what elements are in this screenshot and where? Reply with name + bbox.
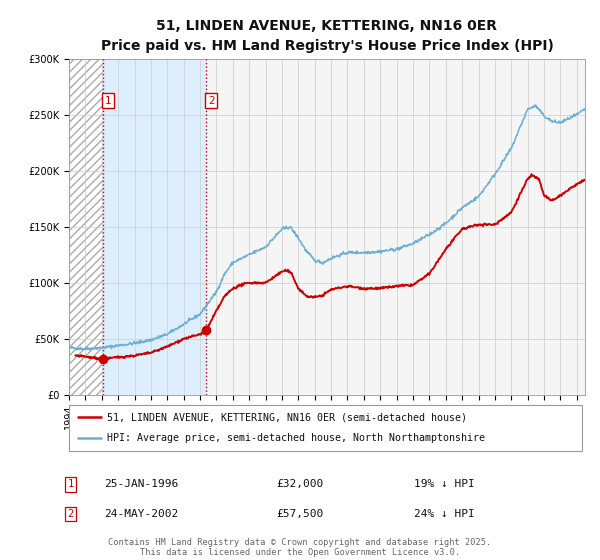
Bar xyxy=(69,59,103,395)
Text: 24-MAY-2002: 24-MAY-2002 xyxy=(104,509,178,519)
Text: £32,000: £32,000 xyxy=(277,479,323,489)
Text: HPI: Average price, semi-detached house, North Northamptonshire: HPI: Average price, semi-detached house,… xyxy=(107,433,485,444)
Text: 51, LINDEN AVENUE, KETTERING, NN16 0ER (semi-detached house): 51, LINDEN AVENUE, KETTERING, NN16 0ER (… xyxy=(107,412,467,422)
Text: 19% ↓ HPI: 19% ↓ HPI xyxy=(413,479,475,489)
Text: 25-JAN-1996: 25-JAN-1996 xyxy=(104,479,178,489)
Text: 1: 1 xyxy=(68,479,74,489)
Text: 2: 2 xyxy=(68,509,74,519)
Text: 1: 1 xyxy=(104,96,111,106)
Bar xyxy=(103,59,206,395)
FancyBboxPatch shape xyxy=(69,405,582,451)
Text: £57,500: £57,500 xyxy=(277,509,323,519)
Title: 51, LINDEN AVENUE, KETTERING, NN16 0ER
Price paid vs. HM Land Registry's House P: 51, LINDEN AVENUE, KETTERING, NN16 0ER P… xyxy=(101,19,553,53)
Text: 24% ↓ HPI: 24% ↓ HPI xyxy=(413,509,475,519)
Text: 2: 2 xyxy=(208,96,215,106)
Text: Contains HM Land Registry data © Crown copyright and database right 2025.
This d: Contains HM Land Registry data © Crown c… xyxy=(109,538,491,557)
